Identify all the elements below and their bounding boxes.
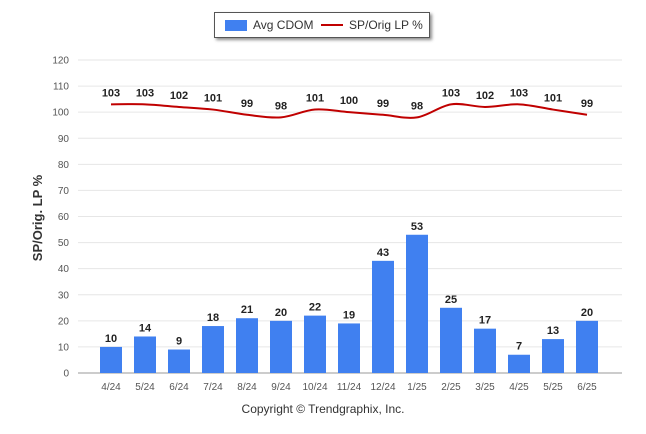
- y-tick-label: 40: [58, 264, 70, 275]
- bar-data-label: 10: [105, 333, 117, 345]
- line-data-label: 102: [170, 90, 188, 102]
- x-tick-label: 9/24: [271, 382, 291, 393]
- bar: [134, 336, 156, 373]
- legend-line-label: SP/Orig LP %: [349, 18, 423, 32]
- x-tick-label: 4/24: [101, 382, 121, 393]
- x-axis: 4/24 5/24 6/24 7/24 8/24 9/24 10/24 11/24 12/24 1…: [101, 382, 597, 393]
- bar-data-label: 22: [309, 302, 321, 314]
- legend-bar-label: Avg CDOM: [253, 18, 314, 32]
- legend-bar-swatch: [225, 19, 247, 31]
- line-data-label: 101: [544, 93, 562, 105]
- y-tick-label: 30: [58, 290, 70, 301]
- line-data-label: 103: [102, 87, 120, 99]
- y-tick-label: 0: [63, 369, 69, 380]
- x-tick-label: 2/25: [441, 382, 461, 393]
- bar: [440, 307, 462, 373]
- bar-data-label: 13: [547, 325, 559, 337]
- x-tick-label: 1/25: [407, 382, 427, 393]
- line-data-label: 98: [411, 100, 423, 112]
- bar: [270, 320, 292, 373]
- line-data-label: 99: [377, 98, 389, 110]
- x-tick-label: 7/24: [203, 382, 223, 393]
- x-tick-label: 4/25: [509, 382, 529, 393]
- legend-line-swatch: [321, 24, 343, 26]
- y-tick-label: 70: [58, 186, 70, 197]
- y-tick-label: 90: [58, 134, 70, 145]
- bar: [474, 328, 496, 373]
- bar-data-label: 20: [275, 307, 287, 319]
- line-data-label: 101: [204, 93, 222, 105]
- line-data-label: 100: [340, 95, 358, 107]
- x-tick-label: 10/24: [302, 382, 327, 393]
- legend-item-line[interactable]: SP/Orig LP %: [321, 18, 423, 32]
- bar-data-label: 43: [377, 247, 389, 259]
- x-tick-label: 6/25: [577, 382, 597, 393]
- line-data-label: 103: [442, 87, 460, 99]
- bar: [576, 320, 598, 373]
- y-axis: 0 10 20 30 40 50 60 70 80 90 100 110 120: [52, 56, 69, 380]
- x-tick-label: 12/24: [370, 382, 395, 393]
- x-tick-label: 6/24: [169, 382, 189, 393]
- line-data-label: 103: [510, 87, 528, 99]
- bar: [168, 349, 190, 373]
- line-data-label: 101: [306, 93, 324, 105]
- y-axis-label: SP/Orig. LP %: [30, 174, 45, 261]
- y-tick-label: 80: [58, 160, 70, 171]
- x-tick-label: 11/24: [337, 382, 362, 393]
- bar-data-label: 53: [411, 221, 423, 233]
- x-tick-label: 8/24: [237, 382, 257, 393]
- legend: Avg CDOM SP/Orig LP %: [214, 12, 430, 38]
- bar: [304, 315, 326, 373]
- bar: [406, 234, 428, 373]
- y-tick-label: 50: [58, 238, 70, 249]
- bar: [372, 260, 394, 373]
- bar-data-label: 20: [581, 307, 593, 319]
- line-data-label: 99: [581, 98, 593, 110]
- bar-data-label: 21: [241, 304, 253, 316]
- bar-data-label: 19: [343, 309, 355, 321]
- line-data-label: 103: [136, 87, 154, 99]
- legend-item-bar[interactable]: Avg CDOM: [225, 18, 313, 32]
- line-data-label: 98: [275, 100, 287, 112]
- bar-series: 10 14 9 18 21 20 22 19 43 53 25 17 7 13 20: [100, 221, 598, 373]
- bar: [338, 323, 360, 373]
- y-tick-label: 60: [58, 212, 70, 223]
- x-tick-label: 5/24: [135, 382, 155, 393]
- y-tick-label: 100: [52, 108, 69, 119]
- bar-data-label: 17: [479, 315, 491, 327]
- y-tick-label: 10: [58, 342, 70, 353]
- bar-data-label: 14: [139, 322, 152, 334]
- x-tick-label: 3/25: [475, 382, 495, 393]
- copyright-footer: Copyright © Trendgraphix, Inc.: [241, 402, 405, 416]
- bar: [542, 339, 564, 373]
- y-tick-label: 120: [52, 56, 69, 67]
- bar-data-label: 18: [207, 312, 219, 324]
- y-tick-label: 110: [53, 82, 69, 93]
- bar-data-label: 25: [445, 294, 457, 306]
- x-tick-label: 5/25: [543, 382, 563, 393]
- y-tick-label: 20: [58, 316, 70, 327]
- line-series: 103 103 102 101 99 98 101 100 99 98 103 102 103 101 99: [102, 87, 593, 119]
- bar: [236, 318, 258, 373]
- line-data-label: 102: [476, 90, 494, 102]
- bar: [100, 346, 122, 373]
- line-data-label: 99: [241, 98, 253, 110]
- bar-data-label: 9: [176, 336, 182, 348]
- bar-data-label: 7: [516, 341, 522, 353]
- bar: [202, 326, 224, 373]
- line-path: [110, 102, 588, 119]
- bar: [508, 354, 530, 373]
